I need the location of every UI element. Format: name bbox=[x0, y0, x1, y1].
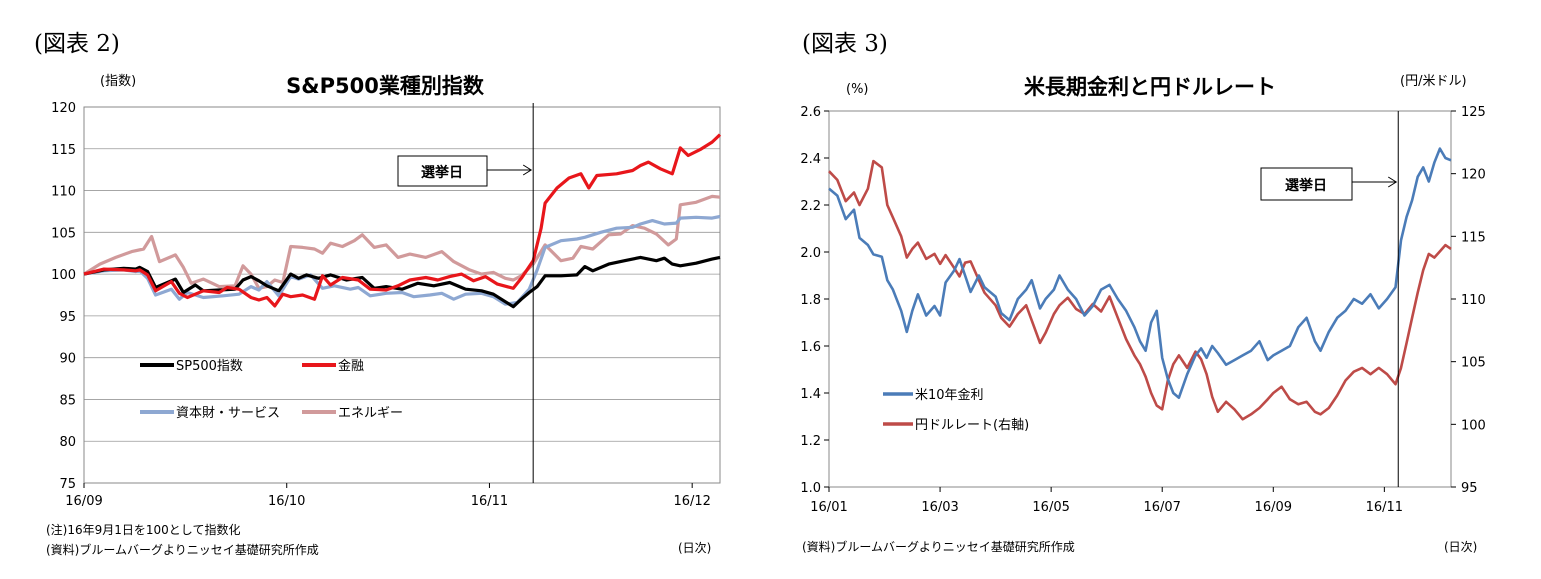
y-tick-label: 1.8 bbox=[800, 293, 821, 308]
x-unit-label: (日次) bbox=[1444, 540, 1478, 554]
chart-title: 米長期金利と円ドルレート bbox=[1024, 75, 1276, 99]
election-day-label: 選挙日 bbox=[1285, 177, 1327, 194]
figure-3-label: (図表 3) bbox=[802, 31, 888, 57]
series-line-energy bbox=[83, 194, 721, 290]
legend-label-sp500: SP500指数 bbox=[176, 359, 243, 374]
x-tick-label: 16/09 bbox=[1255, 500, 1292, 515]
legend-label-usdjpy: 円ドルレート(右軸) bbox=[915, 418, 1029, 433]
chart-title: S&P500業種別指数 bbox=[286, 74, 485, 98]
y2-axis-label: (円/米ドル) bbox=[1400, 74, 1467, 89]
y-tick-label: 105 bbox=[51, 226, 76, 241]
election-day-box bbox=[397, 155, 488, 187]
y-tick-label: 85 bbox=[59, 393, 76, 408]
y-tick-label: 100 bbox=[51, 268, 76, 283]
election-arrowhead bbox=[522, 164, 533, 176]
y2-tick-label: 125 bbox=[1461, 105, 1486, 120]
election-day-box bbox=[1260, 167, 1353, 201]
election-day-label: 選挙日 bbox=[421, 164, 463, 181]
y2-tick-label: 105 bbox=[1461, 356, 1486, 371]
series-line-finance bbox=[83, 133, 722, 308]
y-tick-label: 1.4 bbox=[800, 387, 821, 402]
x-tick-label: 16/11 bbox=[1366, 500, 1403, 515]
y-tick-label: 2.2 bbox=[800, 199, 821, 214]
chart-note: (注)16年9月1日を100として指数化 bbox=[46, 523, 241, 537]
plot-area bbox=[83, 106, 721, 484]
y-tick-label: 1.2 bbox=[800, 434, 821, 449]
x-tick-label: 16/11 bbox=[471, 494, 508, 509]
x-tick-label: 16/07 bbox=[1143, 500, 1180, 515]
series-line-usdjpy bbox=[828, 159, 1452, 421]
y-tick-label: 80 bbox=[59, 435, 76, 450]
x-unit-label: (日次) bbox=[678, 541, 712, 555]
legend-label-energy: エネルギー bbox=[338, 406, 403, 421]
x-tick-label: 16/01 bbox=[810, 500, 847, 515]
x-tick-label: 16/05 bbox=[1032, 500, 1069, 515]
y-axis-label: (指数) bbox=[100, 74, 136, 89]
y-tick-label: 1.6 bbox=[800, 340, 821, 355]
y2-tick-label: 120 bbox=[1461, 168, 1486, 183]
legend-label-ust10y: 米10年金利 bbox=[915, 387, 984, 403]
sp500-sector-chart: 75 80 85 90 95 100 105 110 115 120 16/09 16/10 16/11… bbox=[51, 74, 722, 509]
y-tick-label: 2.0 bbox=[800, 246, 821, 261]
series-line-ust10y bbox=[828, 147, 1452, 399]
y-tick-label: 2.4 bbox=[800, 152, 821, 167]
y2-tick-label: 95 bbox=[1461, 481, 1478, 496]
x-tick-label: 16/09 bbox=[65, 494, 102, 509]
x-tick-label: 16/10 bbox=[268, 494, 305, 509]
y-tick-label: 95 bbox=[59, 310, 76, 325]
y2-tick-label: 100 bbox=[1461, 418, 1486, 433]
rate-yen-chart: 1.0 1.2 1.4 1.6 1.8 2.0 2.2 2.4 2.6 95 100 105 110 11… bbox=[800, 74, 1486, 515]
chart-source: (資料)ブルームバーグよりニッセイ基礎研究所作成 bbox=[46, 543, 319, 557]
x-tick-label: 16/12 bbox=[673, 494, 710, 509]
y2-tick-label: 115 bbox=[1461, 230, 1486, 245]
legend-label-finance: 金融 bbox=[338, 358, 364, 374]
y-tick-label: 115 bbox=[51, 143, 76, 158]
y-tick-label: 110 bbox=[51, 185, 76, 200]
election-arrowhead bbox=[1387, 176, 1398, 188]
y-tick-label: 1.0 bbox=[800, 481, 821, 496]
chart-source: (資料)ブルームバーグよりニッセイ基礎研究所作成 bbox=[802, 540, 1075, 554]
series-line-sp500 bbox=[83, 255, 721, 309]
y-tick-label: 2.6 bbox=[800, 105, 821, 120]
y2-tick-label: 110 bbox=[1461, 293, 1486, 308]
y-tick-label: 75 bbox=[59, 477, 76, 492]
x-tick-label: 16/03 bbox=[921, 500, 958, 515]
legend-label-capital: 資本財・サービス bbox=[176, 406, 280, 421]
y-tick-label: 90 bbox=[59, 352, 76, 367]
figure-3: (図表 3) 1.0 1.2 1.4 1.6 1.8 2.0 2.2 2.4 2.6 95 100 1… bbox=[768, 0, 1528, 579]
figure-2-label: (図表 2) bbox=[34, 31, 120, 57]
y-tick-label: 120 bbox=[51, 101, 76, 116]
figure-2: (図表 2) 75 80 85 90 95 100 105 110 115 120 16/09 16/… bbox=[0, 0, 760, 579]
y-axis-label: (%) bbox=[846, 82, 869, 97]
